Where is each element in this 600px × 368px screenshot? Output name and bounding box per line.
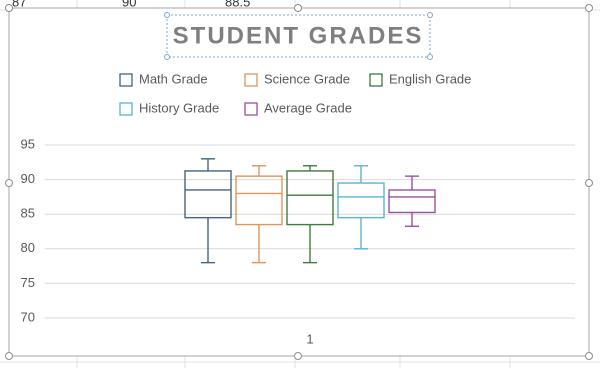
y-tick-label: 95 (21, 136, 35, 151)
chart-title[interactable]: STUDENT GRADES (173, 22, 424, 49)
sheet-cell[interactable]: 90 (122, 0, 136, 9)
y-tick-label: 70 (21, 309, 35, 324)
chart[interactable]: STUDENT GRADES 70 75 80 85 90 95 Math Grade Sci… (5, 4, 593, 360)
box (337, 182, 385, 219)
y-tick-label: 90 (21, 171, 35, 186)
box (286, 170, 334, 226)
legend-label: Science Grade (264, 71, 350, 86)
legend-swatch (119, 73, 133, 87)
box (235, 175, 283, 226)
title-handles[interactable] (164, 12, 433, 60)
y-tick-label: 85 (21, 206, 35, 221)
chart-area[interactable] (8, 7, 590, 357)
y-tick-label: 75 (21, 275, 35, 290)
title-selection[interactable] (166, 14, 431, 58)
sheet-cell[interactable]: 88.5 (225, 0, 250, 9)
chart-handles[interactable] (5, 4, 593, 360)
y-tick-label: 80 (21, 240, 35, 255)
sheet-cell[interactable]: 87 (12, 0, 26, 9)
legend-label: Average Grade (264, 100, 352, 115)
legend-swatch (244, 102, 258, 116)
x-tick-label: 1 (306, 331, 313, 346)
legend-label: English Grade (389, 71, 471, 86)
legend-label: Math Grade (139, 71, 208, 86)
box (388, 189, 436, 214)
legend-swatch (369, 73, 383, 87)
legend-swatch (244, 73, 258, 87)
legend-label: History Grade (139, 100, 219, 115)
box (184, 170, 232, 219)
legend-swatch (119, 102, 133, 116)
